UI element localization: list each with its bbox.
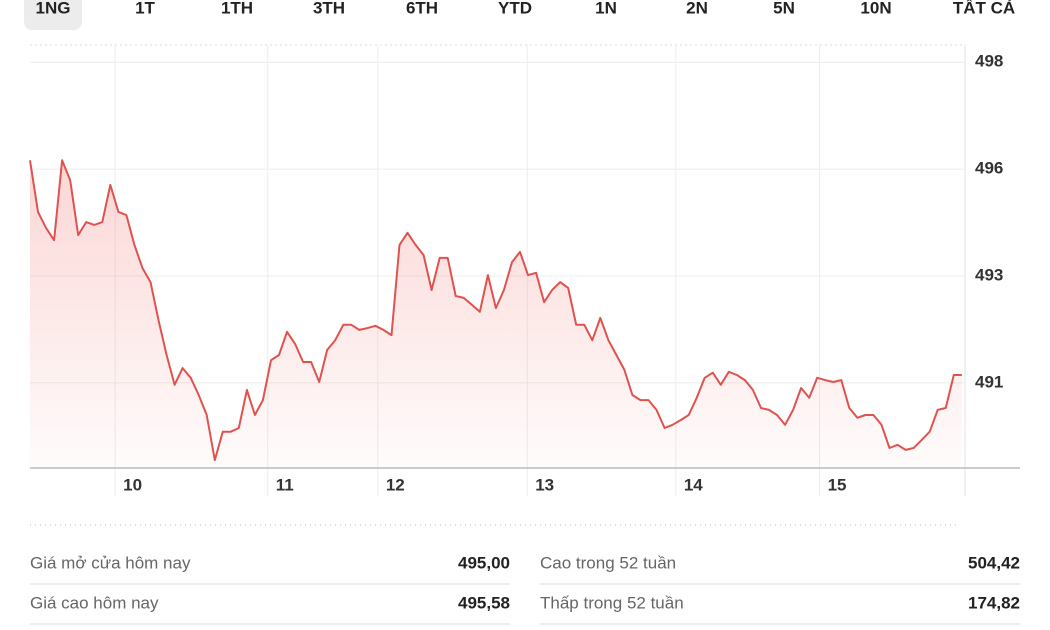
tab[interactable]: 5N — [773, 0, 795, 17]
stat-label: Giá mở cửa hôm nay — [30, 553, 191, 572]
tab[interactable]: 6TH — [406, 0, 438, 17]
stat-value: 504,42 — [968, 553, 1020, 572]
x-tick-label: 14 — [684, 475, 703, 494]
tab[interactable]: 1T — [135, 0, 155, 17]
area — [30, 160, 962, 469]
y-tick-label: 496 — [975, 159, 1003, 178]
stat-label: Thấp trong 52 tuần — [540, 593, 684, 612]
stat-label: Giá cao hôm nay — [30, 593, 159, 612]
stat-label: Cao trong 52 tuần — [540, 553, 676, 572]
tab[interactable]: 3TH — [313, 0, 345, 17]
stat-value: 174,82 — [968, 593, 1020, 612]
stat-value: 495,58 — [458, 593, 510, 612]
price-line — [29, 159, 962, 462]
tab[interactable]: 2N — [686, 0, 708, 17]
y-tick-label: 493 — [975, 266, 1003, 285]
tab[interactable]: 1TH — [221, 0, 253, 17]
x-tick-label: 13 — [535, 475, 554, 494]
x-tick-label: 11 — [276, 475, 294, 494]
tab[interactable]: YTD — [498, 0, 532, 17]
stat-value: 495,00 — [458, 553, 510, 572]
tab[interactable]: 1N — [595, 0, 617, 17]
y-tick-label: 491 — [975, 372, 1003, 391]
x-tick-label: 12 — [386, 475, 405, 494]
tab[interactable]: TẤT CẢ — [953, 0, 1015, 17]
x-tick-label: 15 — [828, 475, 847, 494]
tab[interactable]: 1NG — [36, 0, 71, 17]
tab[interactable]: 10N — [860, 0, 891, 17]
tab-selected-bg — [24, 0, 82, 30]
x-tick-label: 10 — [123, 475, 142, 494]
y-tick-label: 498 — [975, 52, 1003, 71]
